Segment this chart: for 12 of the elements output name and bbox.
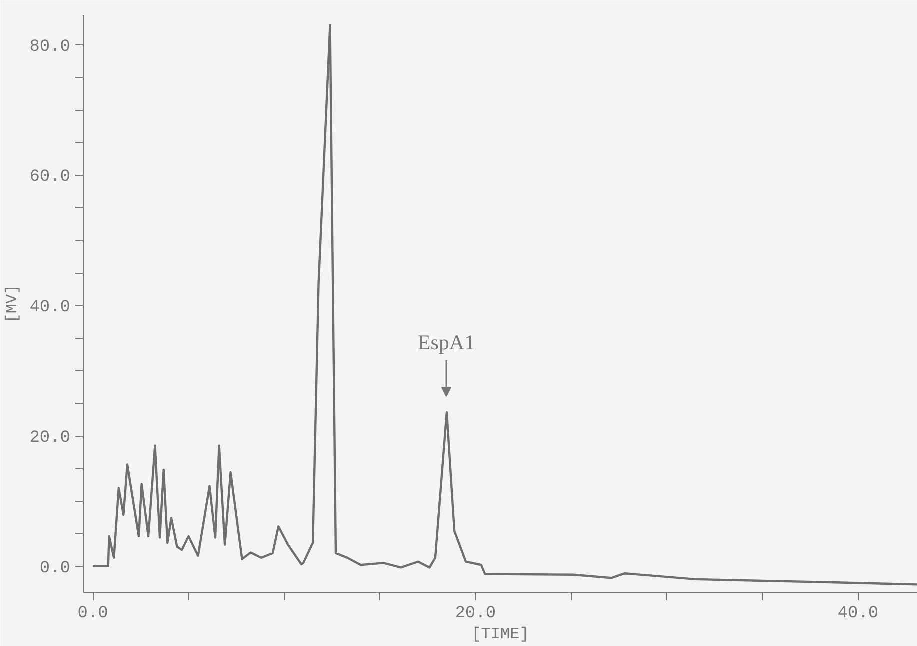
y-tick-label: 40.0 xyxy=(30,298,71,318)
y-tick-label: 0.0 xyxy=(40,559,71,578)
y-axis-title: [MV] xyxy=(4,284,22,324)
line-series xyxy=(92,24,917,586)
y-tick-label: 80.0 xyxy=(30,38,71,57)
x-tick-label: 0.0 xyxy=(78,604,108,624)
y-tick-label: 20.0 xyxy=(30,429,71,448)
y-tick-label: 60.0 xyxy=(30,168,71,188)
x-axis-title: [TIME] xyxy=(472,626,530,644)
x-tick-label: 20.0 xyxy=(455,604,496,624)
annotation: EspA1 xyxy=(418,330,476,354)
x-tick-label: 40.0 xyxy=(838,604,879,624)
